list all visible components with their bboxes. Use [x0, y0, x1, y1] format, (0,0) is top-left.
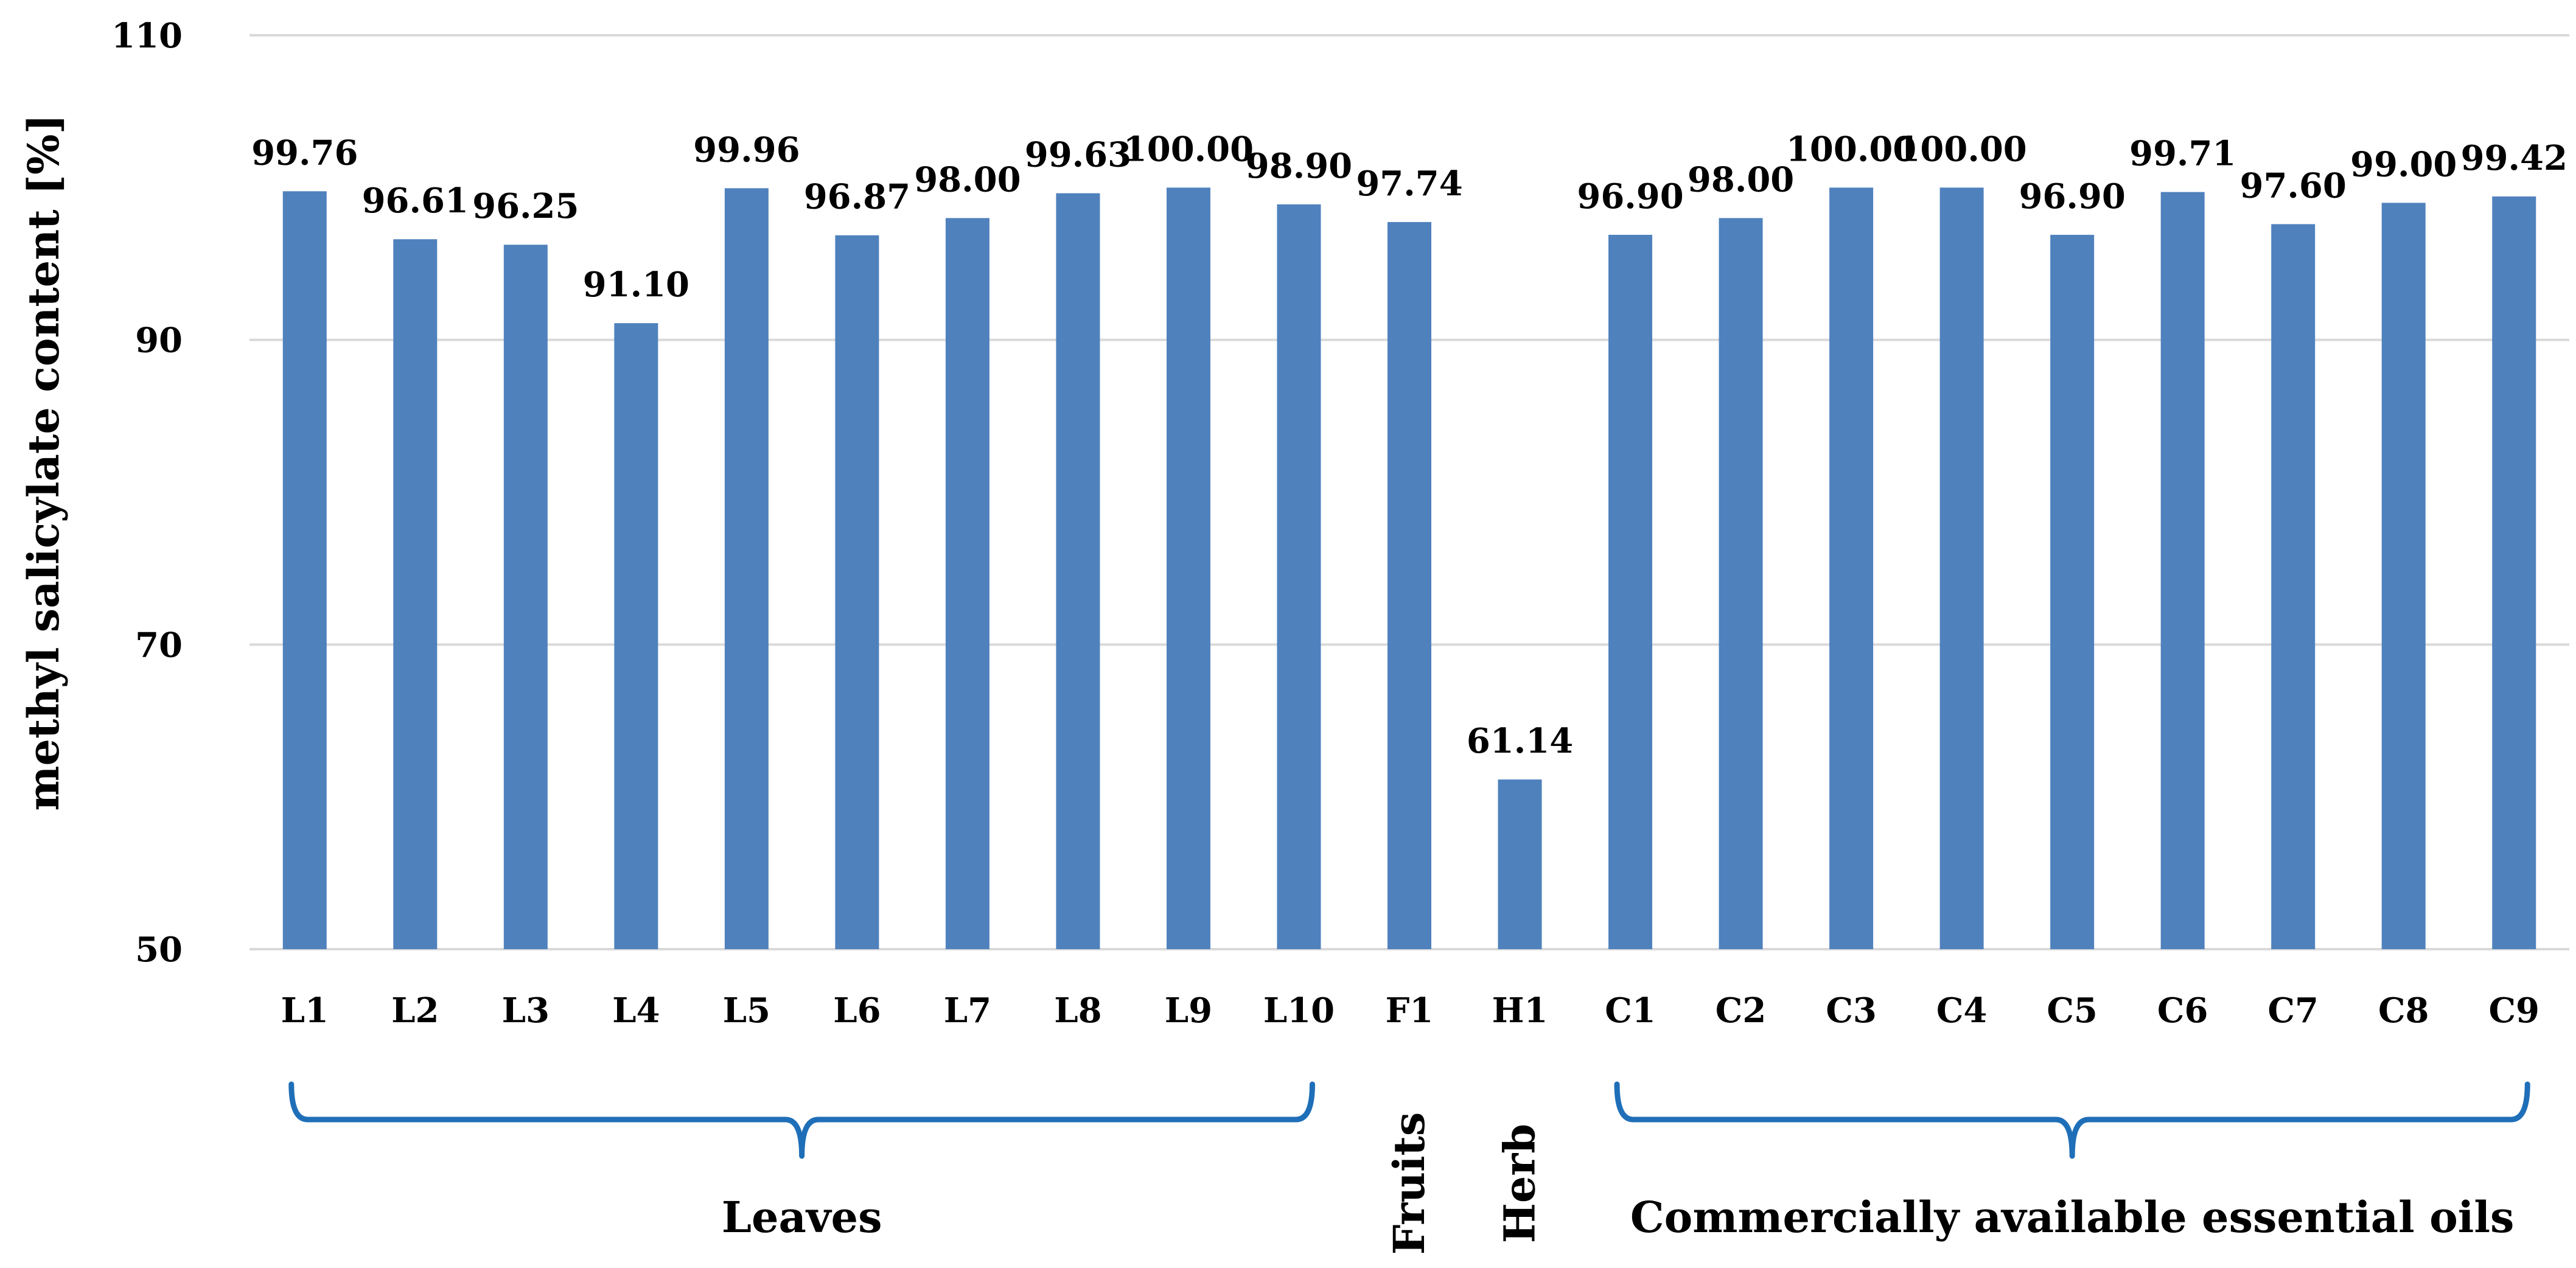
y-tick-label: 110 [111, 16, 183, 56]
category-label-L3: L3 [502, 991, 550, 1031]
bar-L5 [724, 188, 769, 949]
bar-L3 [503, 245, 548, 949]
data-label-C2: 98.00 [1688, 159, 1794, 200]
category-label-C3: C3 [1826, 991, 1877, 1031]
category-label-L2: L2 [391, 991, 439, 1031]
category-label-C8: C8 [2378, 991, 2429, 1031]
category-label-L8: L8 [1054, 991, 1101, 1031]
data-label-C8: 99.00 [2350, 144, 2457, 184]
bar-C8 [2381, 203, 2426, 949]
bar-C4 [1939, 187, 1984, 949]
x-axis-categories: L1 L2 L3 L4 L5 L6 L7 L8 L9 L10 F1 H1 C1 C2 C3 C4 C5 C6 C7 C… [281, 991, 2539, 1031]
data-label-C3: 100.00 [1786, 129, 1916, 169]
bar-H1 [1498, 779, 1542, 949]
data-label-C4: 100.00 [1896, 129, 2026, 169]
bar-L8 [1056, 193, 1100, 949]
category-label-L6: L6 [833, 991, 881, 1031]
category-label-C5: C5 [2047, 991, 2098, 1031]
bar-C3 [1829, 187, 1874, 949]
bar-C9 [2492, 196, 2536, 949]
group-label-leaves: Leaves [722, 1192, 882, 1242]
y-axis-title: methyl salicylate content [%] [18, 114, 69, 810]
data-label-C5: 96.90 [2019, 176, 2125, 217]
group-label-herb: Herb [1495, 1124, 1545, 1244]
category-groups: Leaves Fruits Herb Commercially available e… [288, 1081, 2530, 1255]
y-axis-ticks: 50 70 90 110 [111, 16, 183, 970]
data-label-L7: 98.00 [914, 159, 1021, 200]
bars [282, 187, 2536, 950]
group-label-commercially-available-essential-oils: Commercially available essential oils [1630, 1192, 2514, 1242]
category-label-L1: L1 [281, 991, 329, 1031]
data-label-L9: 100.00 [1123, 129, 1254, 169]
bar-C5 [2050, 234, 2095, 950]
bar-C1 [1608, 234, 1653, 950]
data-label-C9: 99.42 [2461, 138, 2567, 178]
category-label-C9: C9 [2488, 991, 2539, 1031]
data-label-L4: 91.10 [583, 265, 689, 305]
y-tick-label: 50 [135, 930, 183, 970]
brace-commercially-available-essential-oils [1614, 1081, 2530, 1159]
category-label-L9: L9 [1165, 991, 1212, 1031]
data-label-L1: 99.76 [251, 133, 358, 173]
bar-L4 [614, 323, 658, 949]
category-label-C2: C2 [1716, 991, 1767, 1031]
data-label-L6: 96.87 [804, 177, 910, 217]
category-label-H1: H1 [1492, 991, 1548, 1031]
bar-C6 [2160, 192, 2205, 949]
data-label-L2: 96.61 [362, 181, 469, 221]
data-label-L8: 99.63 [1025, 135, 1131, 175]
brace-leaves [288, 1081, 1315, 1159]
data-label-L10: 98.90 [1246, 146, 1352, 186]
category-label-C4: C4 [1936, 991, 1988, 1031]
bar-L7 [945, 218, 990, 949]
bar-L6 [835, 235, 879, 950]
bar-C2 [1719, 218, 1763, 949]
data-label-C1: 96.90 [1577, 176, 1683, 217]
category-label-C1: C1 [1605, 991, 1656, 1031]
category-label-L4: L4 [612, 991, 660, 1031]
y-tick-label: 70 [135, 625, 183, 665]
y-tick-label: 90 [135, 321, 183, 361]
data-label-C7: 97.60 [2240, 165, 2347, 206]
bar-L2 [393, 239, 438, 950]
data-label-H1: 61.14 [1467, 721, 1573, 761]
data-label-C6: 99.71 [2129, 134, 2236, 174]
bar-F1 [1387, 221, 1431, 949]
bar-C7 [2271, 224, 2316, 949]
category-label-C7: C7 [2267, 991, 2319, 1031]
category-label-L5: L5 [723, 991, 770, 1031]
bar-L1 [282, 191, 327, 950]
category-label-L7: L7 [944, 991, 991, 1031]
data-label-L5: 99.96 [693, 130, 800, 170]
category-label-L10: L10 [1263, 991, 1335, 1031]
bar-L9 [1166, 187, 1210, 949]
group-label-fruits: Fruits [1384, 1112, 1434, 1255]
category-label-F1: F1 [1386, 991, 1434, 1031]
data-label-L3: 96.25 [472, 186, 579, 226]
data-label-F1: 97.74 [1356, 164, 1462, 204]
category-label-C6: C6 [2157, 991, 2208, 1031]
bar-L10 [1277, 204, 1321, 949]
